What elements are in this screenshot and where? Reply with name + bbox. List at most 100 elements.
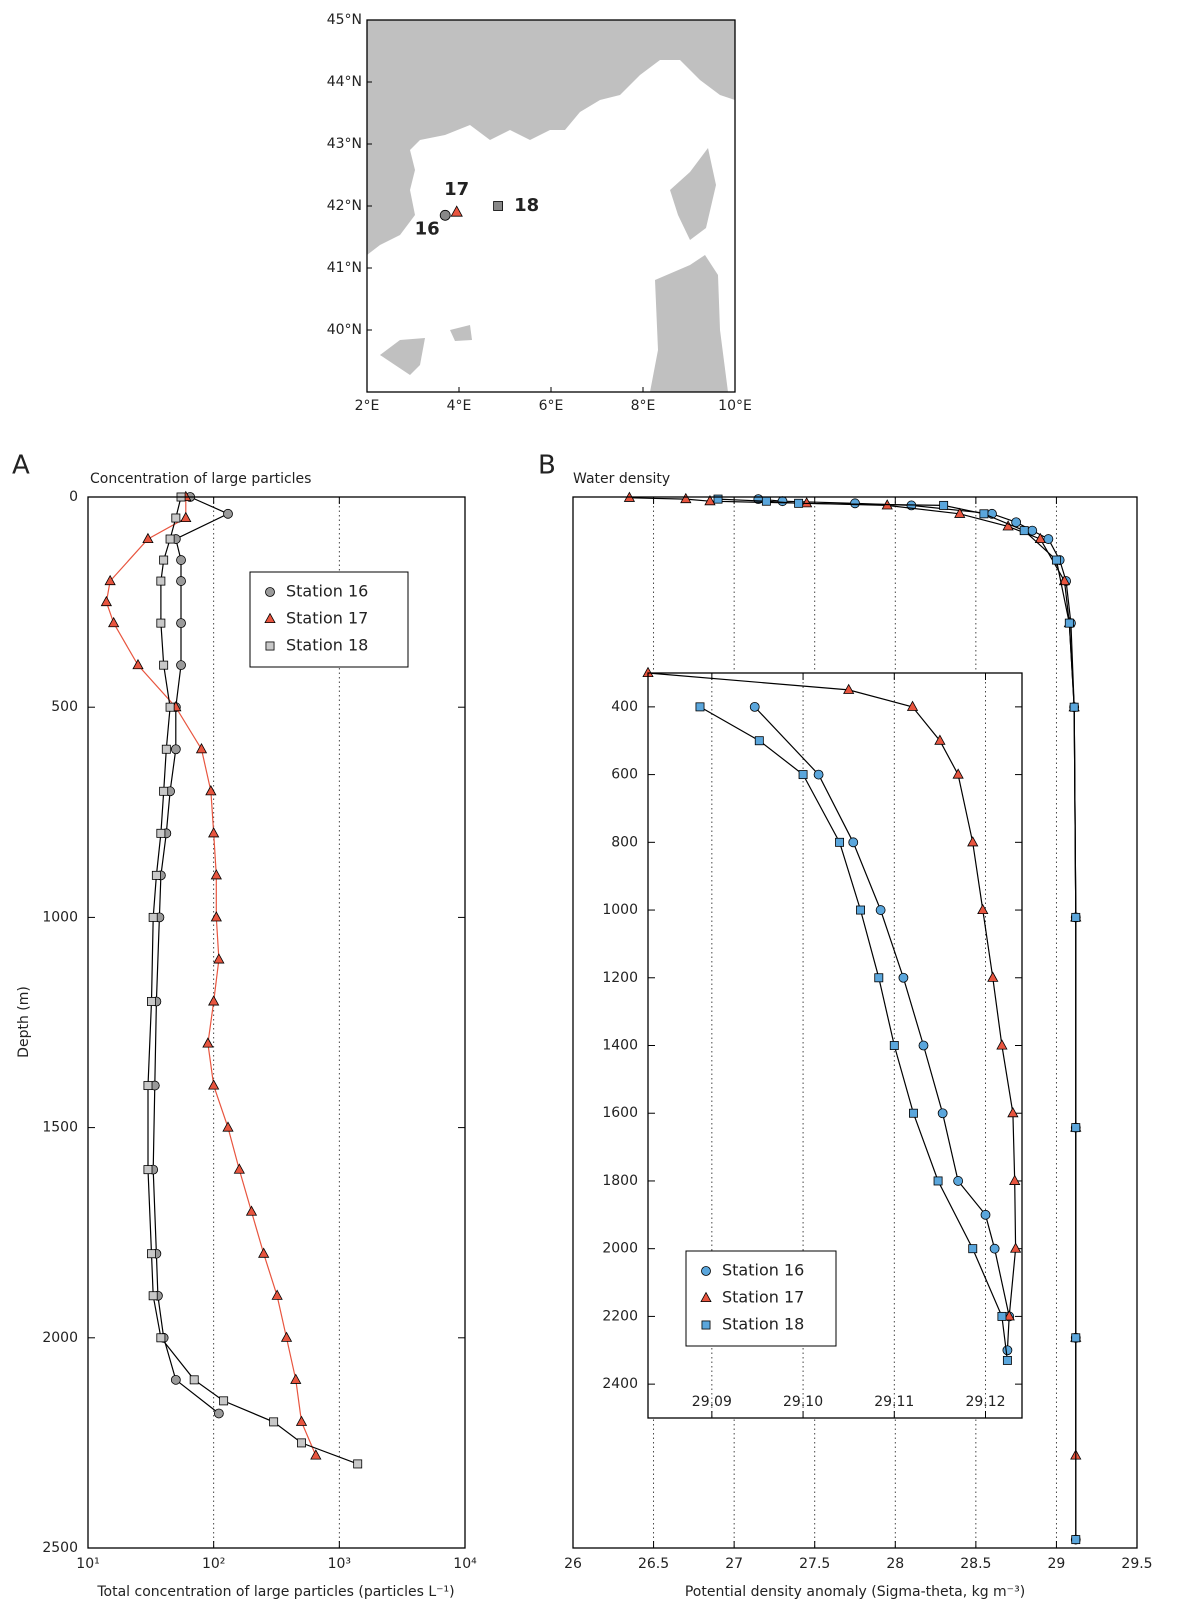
x-tick-label: 29.10 xyxy=(783,1394,823,1410)
marker xyxy=(205,785,217,796)
marker xyxy=(801,497,813,508)
land-sardinia xyxy=(650,255,728,392)
marker xyxy=(104,574,116,586)
x-tick-label: 4°E xyxy=(447,398,472,414)
marker xyxy=(908,1108,918,1118)
x-axis-label: Potential density anomaly (Sigma-theta, … xyxy=(685,1584,1025,1600)
marker xyxy=(161,744,171,754)
marker xyxy=(856,905,865,915)
marker xyxy=(889,1041,899,1050)
marker xyxy=(979,509,989,519)
marker xyxy=(159,660,169,670)
marker xyxy=(850,498,860,509)
marker xyxy=(208,1079,220,1090)
marker xyxy=(874,973,884,983)
marker xyxy=(713,494,723,504)
marker xyxy=(210,869,222,880)
marker xyxy=(798,770,808,780)
marker xyxy=(245,1205,258,1216)
plot-frame xyxy=(647,672,1023,1419)
series-line xyxy=(754,706,1010,1351)
marker xyxy=(1019,526,1029,536)
x-tick-label: 26 xyxy=(564,1556,582,1572)
marker xyxy=(1064,618,1074,628)
marker xyxy=(233,1163,245,1174)
marker xyxy=(290,1373,302,1384)
marker xyxy=(1043,534,1054,544)
marker xyxy=(701,1266,711,1276)
marker xyxy=(754,736,764,746)
marker xyxy=(794,498,804,508)
panel-letter: A xyxy=(12,451,30,481)
marker xyxy=(213,953,225,964)
x-tick-label: 10² xyxy=(202,1556,225,1572)
marker xyxy=(937,1108,948,1119)
marker xyxy=(208,995,220,1006)
x-tick-label: 10⁴ xyxy=(453,1556,477,1572)
y-tick-label: 41°N xyxy=(327,260,362,276)
marker xyxy=(875,905,886,915)
marker xyxy=(310,1449,322,1460)
marker xyxy=(967,836,979,847)
series-line xyxy=(152,496,230,1414)
marker xyxy=(159,786,169,796)
marker xyxy=(835,837,845,847)
marker xyxy=(143,1081,153,1091)
marker xyxy=(147,997,156,1006)
legend-label: Station 17 xyxy=(286,609,368,628)
marker xyxy=(777,496,788,507)
marker xyxy=(1058,574,1071,586)
x-tick-label: 8°E xyxy=(631,398,656,414)
marker xyxy=(989,1243,1000,1254)
marker xyxy=(701,1320,711,1330)
marker xyxy=(1009,1242,1022,1253)
marker xyxy=(176,660,186,671)
station-label: 18 xyxy=(514,195,539,216)
marker xyxy=(898,972,909,983)
marker xyxy=(100,595,112,607)
marker xyxy=(934,734,946,745)
marker xyxy=(176,576,186,586)
marker xyxy=(180,511,192,523)
y-tick-label: 2200 xyxy=(602,1308,638,1324)
marker xyxy=(968,1244,978,1254)
legend-box xyxy=(685,1250,837,1347)
x-tick-label: 2°E xyxy=(355,398,380,414)
marker xyxy=(142,532,154,544)
marker xyxy=(208,827,220,838)
x-tick-label: 10¹ xyxy=(76,1556,99,1572)
panel-title: Concentration of large particles xyxy=(90,471,311,487)
y-tick-label: 2000 xyxy=(42,1330,78,1346)
marker xyxy=(353,1459,363,1469)
panel-title: Water density xyxy=(573,471,670,487)
marker xyxy=(997,1311,1007,1321)
marker xyxy=(176,555,186,565)
legend-label: Station 16 xyxy=(286,582,368,601)
y-tick-label: 500 xyxy=(51,699,78,715)
y-tick-label: 2000 xyxy=(602,1241,638,1257)
marker xyxy=(170,1374,181,1385)
y-axis-label: Depth (m) xyxy=(16,986,32,1058)
marker xyxy=(132,658,144,670)
land-mallorca xyxy=(380,338,425,375)
legend-label: Station 17 xyxy=(722,1288,804,1307)
legend-box xyxy=(249,571,409,668)
marker xyxy=(1071,912,1081,922)
marker xyxy=(813,769,824,780)
y-tick-label: 2500 xyxy=(42,1540,78,1556)
marker xyxy=(1003,1310,1015,1321)
y-tick-label: 2400 xyxy=(602,1376,638,1392)
marker xyxy=(295,1415,308,1426)
y-tick-label: 1600 xyxy=(602,1105,638,1121)
marker xyxy=(906,700,919,711)
marker xyxy=(271,1289,283,1300)
marker xyxy=(680,492,692,504)
marker xyxy=(265,587,275,597)
marker xyxy=(269,1417,279,1427)
marker xyxy=(170,744,181,755)
marker xyxy=(987,971,999,982)
marker xyxy=(933,1176,943,1186)
station-label: 17 xyxy=(444,179,469,200)
marker xyxy=(1009,1174,1021,1185)
y-tick-label: 1200 xyxy=(602,970,638,986)
